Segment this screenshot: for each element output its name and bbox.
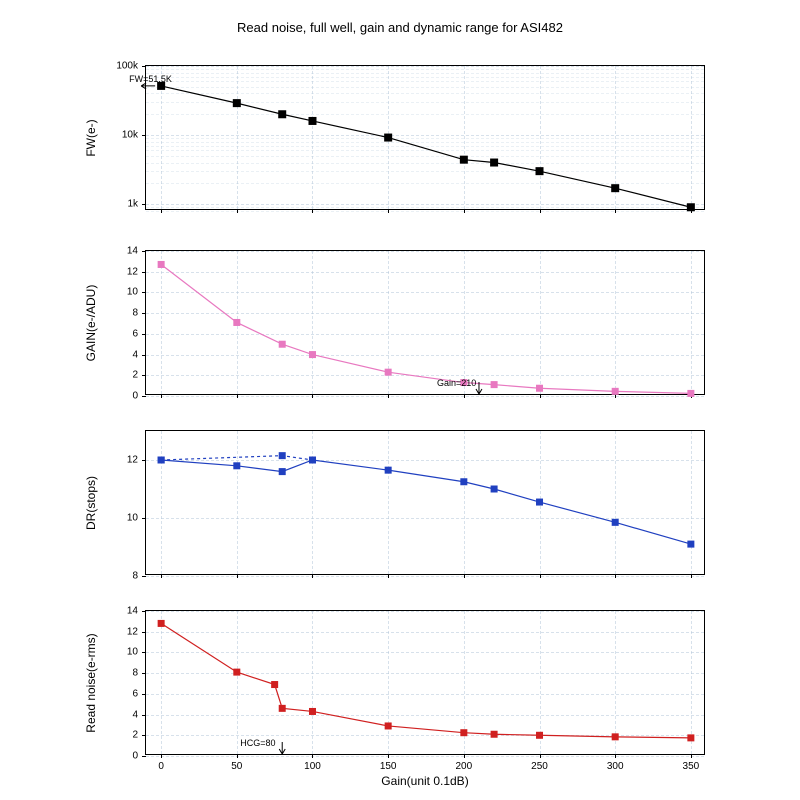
marker [308, 117, 316, 125]
panel-dr: 81012DR(stops) [145, 430, 705, 575]
ytick: 0 [132, 391, 138, 402]
xtick: 350 [683, 761, 700, 772]
marker [611, 184, 619, 192]
panel-fw: 1k10k100kFW(e-)FW=51.5K [145, 65, 705, 210]
xlabel: Gain(unit 0.1dB) [381, 774, 468, 788]
ytick: 4 [132, 349, 138, 360]
xtick: 100 [304, 761, 321, 772]
ylabel-dr: DR(stops) [84, 475, 98, 529]
ytick: 2 [132, 370, 138, 381]
ytick: 12 [127, 455, 138, 466]
marker [687, 203, 695, 211]
xtick: 200 [455, 761, 472, 772]
xtick: 50 [231, 761, 242, 772]
xtick: 250 [531, 761, 548, 772]
marker [271, 681, 278, 688]
plot-gain [146, 251, 704, 394]
marker [687, 734, 694, 741]
marker [278, 110, 286, 118]
marker [491, 486, 498, 493]
marker [385, 722, 392, 729]
marker [491, 731, 498, 738]
plot-fw [146, 66, 704, 209]
marker [612, 388, 619, 395]
ytick: 8 [132, 571, 138, 582]
ytick: 14 [127, 246, 138, 257]
marker [536, 167, 544, 175]
marker [384, 134, 392, 142]
ytick: 2 [132, 730, 138, 741]
ytick: 8 [132, 668, 138, 679]
chart-title: Read noise, full well, gain and dynamic … [0, 20, 800, 35]
marker [460, 729, 467, 736]
marker [385, 467, 392, 474]
marker [536, 385, 543, 392]
ytick: 1k [127, 199, 138, 210]
ytick: 0 [132, 751, 138, 762]
marker [309, 351, 316, 358]
ytick: 14 [127, 606, 138, 617]
marker [460, 156, 468, 164]
marker [612, 519, 619, 526]
marker [536, 499, 543, 506]
ytick: 10 [127, 287, 138, 298]
marker [233, 669, 240, 676]
marker [279, 468, 286, 475]
marker [158, 620, 165, 627]
chart-container: 1k10k100kFW(e-)FW=51.5K 02468101214GAIN(e… [145, 65, 705, 775]
marker [385, 369, 392, 376]
marker [490, 159, 498, 167]
ytick: 4 [132, 709, 138, 720]
marker [279, 452, 286, 459]
ytick: 6 [132, 688, 138, 699]
marker [491, 381, 498, 388]
marker [536, 732, 543, 739]
ylabel-fw: FW(e-) [84, 119, 98, 156]
ytick: 8 [132, 308, 138, 319]
marker [233, 319, 240, 326]
ylabel-rn: Read noise(e-rms) [84, 633, 98, 732]
xtick: 150 [380, 761, 397, 772]
plot-dr [146, 431, 704, 574]
ytick: 100k [116, 61, 138, 72]
panel-gain: 02468101214GAIN(e-/ADU)Gain=210 [145, 250, 705, 395]
marker [233, 99, 241, 107]
marker [687, 541, 694, 548]
annotation-rn: HCG=80 [240, 738, 275, 748]
marker [612, 733, 619, 740]
xtick: 0 [158, 761, 164, 772]
marker [279, 705, 286, 712]
marker [687, 390, 694, 397]
marker [279, 341, 286, 348]
ytick: 12 [127, 626, 138, 637]
annotation-gain: Gain=210 [437, 378, 476, 388]
marker [309, 708, 316, 715]
marker [309, 457, 316, 464]
xtick: 300 [607, 761, 624, 772]
ytick: 10 [127, 513, 138, 524]
panel-rn: 02468101214050100150200250300350Read noi… [145, 610, 705, 755]
ytick: 6 [132, 328, 138, 339]
ytick: 10k [122, 130, 138, 141]
marker [158, 261, 165, 268]
plot-rn [146, 611, 704, 754]
ytick: 12 [127, 266, 138, 277]
marker [460, 478, 467, 485]
ylabel-gain: GAIN(e-/ADU) [84, 284, 98, 361]
marker [158, 457, 165, 464]
ytick: 10 [127, 647, 138, 658]
annotation-fw: FW=51.5K [129, 74, 172, 84]
marker [233, 462, 240, 469]
